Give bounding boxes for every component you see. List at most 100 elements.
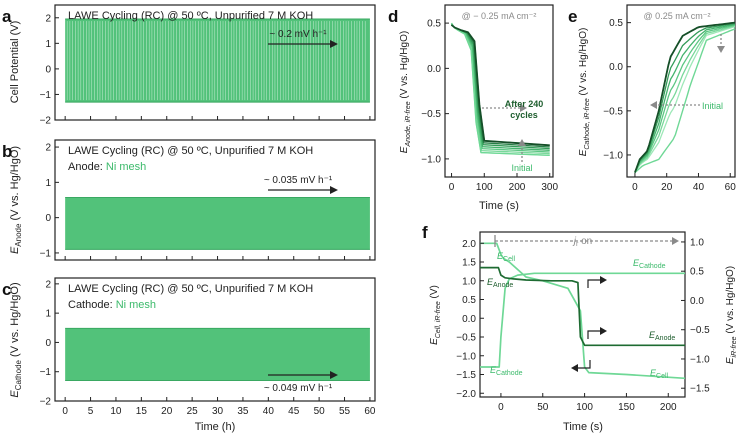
panel-e-curve-2 bbox=[634, 24, 736, 173]
panel-f-ytick-label-3: −0.5 bbox=[456, 333, 476, 344]
panel-d-xtick-label-2: 200 bbox=[509, 182, 526, 193]
panel-a-ytick-label-4: 2 bbox=[45, 13, 51, 24]
panel-b-y-label: EAnode (V vs. Hg/HgO) bbox=[9, 146, 23, 254]
panel-f-x-label: Time (s) bbox=[563, 421, 603, 433]
panel-b-cycle-band bbox=[65, 197, 370, 250]
panel-e-x-ticks: 0 20 40 60 bbox=[632, 173, 736, 193]
panel-d-y-label: EAnode, iR-free (V vs. Hg/HgO) bbox=[399, 31, 412, 153]
panel-f-series-e-anode bbox=[480, 266, 685, 347]
panel-f-frame bbox=[479, 231, 686, 398]
panel-c-title: LAWE Cycling (RC) @ 50 ºC, Unpurified 7 … bbox=[68, 283, 313, 295]
panel-f-right-ytick-label-5: 1.0 bbox=[690, 237, 704, 248]
panel-d-after-cycles-label-2: cycles bbox=[510, 110, 538, 120]
panel-d-x-label: Time (s) bbox=[479, 200, 519, 212]
panel-b-ytick-label-2: 1 bbox=[45, 178, 51, 189]
panel-f-axis-arrow-2-head bbox=[600, 327, 607, 335]
panel-f-series-e-cathode bbox=[480, 272, 685, 368]
panel-b-rate-arrow-head bbox=[330, 186, 338, 194]
panel-c-xtick-label-8: 40 bbox=[263, 406, 275, 417]
panel-c-ytick-label-3: 1 bbox=[45, 309, 51, 320]
panel-f-right-ytick-label-4: 0.5 bbox=[690, 267, 704, 278]
panel-f-right-ytick-label-0: −1.5 bbox=[690, 384, 710, 395]
panel-d-y-ticks: −1.0 −0.5 0.0 0.5 bbox=[421, 19, 449, 165]
panel-f-x-ticks: 0 50 100 150 200 bbox=[498, 393, 677, 413]
panel-f-axis-arrow-2 bbox=[587, 330, 600, 339]
panel-f-axis-arrow-3-head bbox=[571, 364, 578, 372]
panel-f-xtick-label-1: 50 bbox=[537, 402, 549, 413]
panel-c-x-label: Time (h) bbox=[195, 421, 236, 433]
panel-e-frame bbox=[626, 4, 736, 178]
panel-d-curve-1 bbox=[450, 23, 550, 155]
panel-d-curve-0 bbox=[450, 22, 550, 156]
panel-d-xtick-label-0: 0 bbox=[449, 182, 455, 193]
panel-f-axis-arrow-3 bbox=[578, 360, 591, 369]
panel-e-label: e bbox=[568, 7, 577, 26]
panel-f-jr-on-arrow-head bbox=[672, 237, 679, 245]
panel-b-frame bbox=[54, 139, 376, 261]
panel-f-xtick-label-0: 0 bbox=[498, 402, 504, 413]
panel-f-ytick-label-0: −2.0 bbox=[456, 389, 476, 400]
panel-c-xtick-label-9: 45 bbox=[288, 406, 300, 417]
panel-c-xtick-label-2: 10 bbox=[110, 406, 122, 417]
panel-f-y-ticks-left: −2.0 −1.5 −1.0 −0.5 0.0 0.5 1.0 1.5 2.0 bbox=[456, 239, 484, 400]
panel-f-y2-label: EiR-free (V vs. Hg/HgO) bbox=[725, 266, 738, 364]
panel-e-xtick-label-3: 60 bbox=[725, 182, 737, 193]
panel-a: a LAWE Cycling (RC) @ 50 ºC, Unpurified … bbox=[2, 4, 376, 127]
panel-d-dotted-arrow-head-right bbox=[520, 104, 527, 112]
panel-b-x-ticks bbox=[64, 256, 371, 260]
panel-d-xtick-label-1: 100 bbox=[476, 182, 493, 193]
panel-d-curve-5 bbox=[451, 24, 550, 148]
panel-c-xtick-label-5: 25 bbox=[187, 406, 199, 417]
panel-d: d @ − 0.25 mA cm⁻² After 240 cycles Init… bbox=[388, 4, 559, 212]
panel-e-dotted-arrow-head-left bbox=[650, 101, 657, 109]
panel-f-y-label: ECell, iR-free (V) bbox=[429, 285, 442, 345]
panel-e-ytick-label-2: 0.0 bbox=[609, 62, 623, 73]
panel-d-curve-3 bbox=[451, 23, 550, 151]
panel-d-curve-6 bbox=[451, 24, 550, 146]
panel-f-right-ytick-label-3: 0.0 bbox=[690, 296, 704, 307]
panel-c-subtitle-prefix: Cathode: bbox=[68, 299, 116, 311]
panel-d-ytick-label-0: −1.0 bbox=[421, 154, 441, 165]
panel-f-right-ytick-label-1: −1.0 bbox=[690, 354, 710, 365]
panel-c: c LAWE Cycling (RC) @ 50 ºC, Unpurified … bbox=[2, 277, 376, 433]
panel-f-right-ytick-label-2: −0.5 bbox=[690, 325, 710, 336]
panel-d-x-ticks: 0 100 200 300 bbox=[449, 173, 559, 193]
panel-d-curve-2 bbox=[450, 23, 550, 153]
panel-d-curves bbox=[450, 22, 550, 156]
panel-c-xtick-label-7: 35 bbox=[237, 406, 249, 417]
panel-a-y-label: Cell Potential (V) bbox=[9, 21, 21, 104]
panel-f-axis-arrow-1-head bbox=[600, 276, 607, 284]
panel-b: b LAWE Cycling (RC) @ 50 ºC, Unpurified … bbox=[2, 139, 376, 261]
panel-f-ecathode-label-right: ECathode bbox=[633, 258, 666, 270]
panel-c-band-fill bbox=[65, 328, 370, 381]
panel-f-ytick-label-2: −1.0 bbox=[456, 351, 476, 362]
panel-f-ytick-label-6: 1.0 bbox=[462, 276, 476, 287]
panel-a-cycle-band bbox=[65, 18, 370, 103]
panel-a-label: a bbox=[2, 7, 12, 26]
panel-f-ecell-label-top: ECell bbox=[497, 251, 516, 263]
panel-c-ytick-label-0: −2 bbox=[40, 397, 52, 408]
panel-c-subtitle-material: Ni mesh bbox=[116, 299, 156, 311]
panel-e-series-after-cycling bbox=[634, 21, 736, 173]
panel-a-ytick-label-2: 0 bbox=[45, 64, 51, 75]
panel-e-dotted-arrow-head-down bbox=[717, 46, 725, 53]
panel-d-dotted-arrow-head-up bbox=[518, 139, 526, 146]
panel-d-title: @ − 0.25 mA cm⁻² bbox=[462, 11, 537, 21]
panel-a-title: LAWE Cycling (RC) @ 50 ºC, Unpurified 7 … bbox=[68, 10, 313, 22]
panel-a-frame bbox=[54, 4, 376, 121]
panel-f-y-ticks-right: −1.5 −1.0 −0.5 0.0 0.5 1.0 bbox=[681, 237, 710, 395]
panel-c-ytick-label-4: 2 bbox=[45, 279, 51, 290]
panel-f-curves bbox=[480, 242, 686, 380]
panel-e-curve-1 bbox=[634, 25, 736, 173]
panel-b-rate-annotation: ~ 0.035 mV h⁻¹ bbox=[264, 175, 333, 186]
panel-f-xtick-label-2: 100 bbox=[576, 402, 593, 413]
panel-c-xtick-label-1: 5 bbox=[88, 406, 94, 417]
panel-e-curve-3 bbox=[634, 23, 736, 173]
panel-d-frame bbox=[444, 4, 554, 178]
panel-f-label: f bbox=[422, 223, 428, 242]
panel-d-series-after-240-cycles bbox=[450, 24, 550, 147]
panel-c-xtick-label-11: 55 bbox=[339, 406, 351, 417]
panel-d-after-cycles-label-1: After 240 bbox=[505, 99, 544, 109]
panel-e-ytick-label-3: 0.5 bbox=[609, 18, 623, 29]
